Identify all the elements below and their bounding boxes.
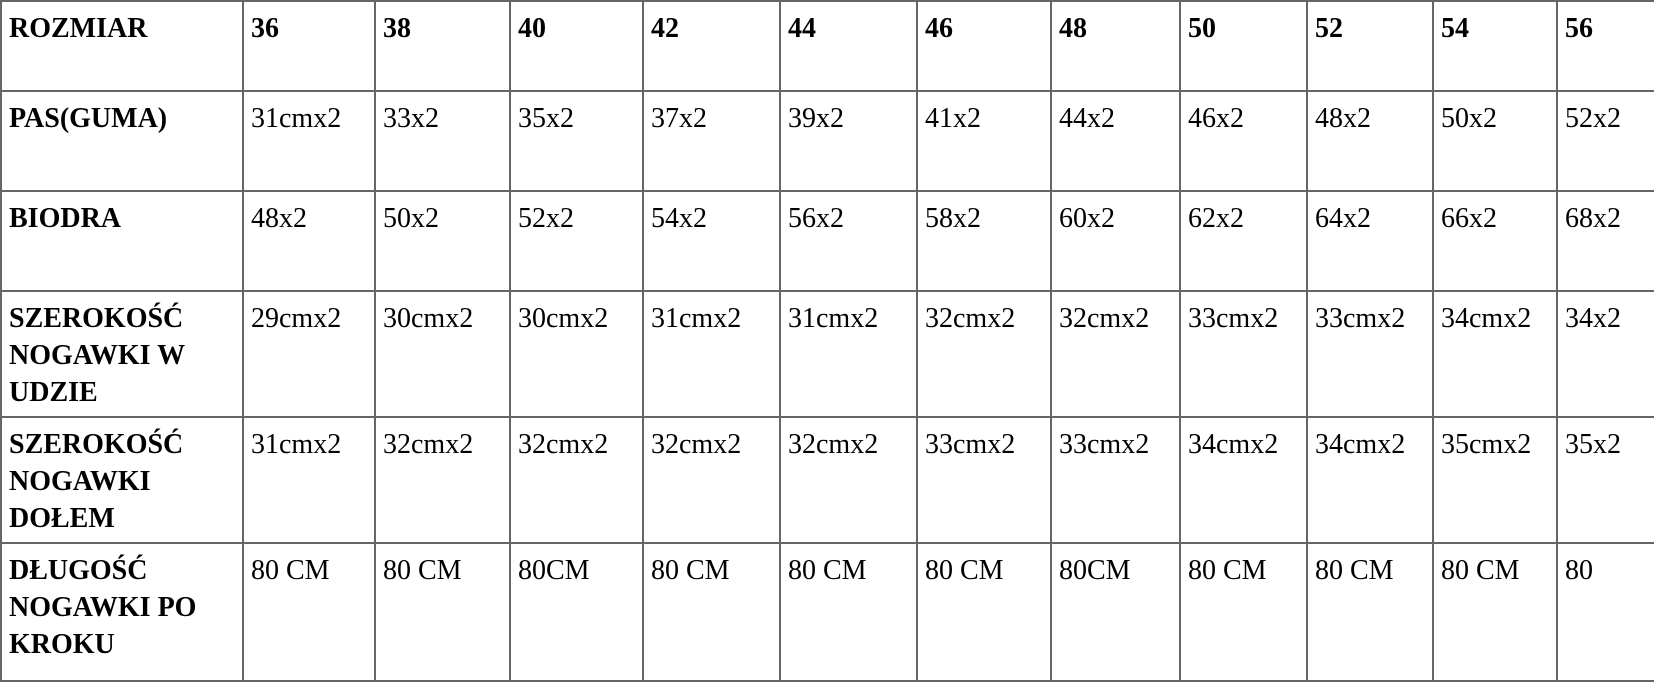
header-label: ROZMIAR xyxy=(0,0,244,92)
table-cell: 34cmx2 xyxy=(1306,416,1434,544)
table-cell: 68x2 xyxy=(1556,190,1654,292)
size-header: 38 xyxy=(374,0,511,92)
table-cell: 80 CM xyxy=(779,542,918,682)
row-label: BIODRA xyxy=(0,190,244,292)
table-cell: 32cmx2 xyxy=(916,290,1052,418)
size-header: 54 xyxy=(1432,0,1558,92)
table-cell: 31cmx2 xyxy=(242,416,376,544)
table-cell: 32cmx2 xyxy=(1050,290,1181,418)
table-cell: 31cmx2 xyxy=(779,290,918,418)
table-row: SZEROKOŚĆ NOGAWKI DOŁEM 31cmx2 32cmx2 32cmx… xyxy=(0,416,1654,544)
table-cell: 34x2 xyxy=(1556,290,1654,418)
table-cell: 64x2 xyxy=(1306,190,1434,292)
table-cell: 30cmx2 xyxy=(509,290,644,418)
table-cell: 33cmx2 xyxy=(916,416,1052,544)
table-cell: 32cmx2 xyxy=(374,416,511,544)
table-row: DŁUGOŚĆ NOGAWKI PO KROKU 80 CM 80 CM 80CM 80… xyxy=(0,542,1654,682)
table-cell: 80CM xyxy=(1050,542,1181,682)
table-row: BIODRA 48x2 50x2 52x2 54x2 56x2 58x2 60x2 62x2 64… xyxy=(0,190,1654,292)
size-header: 40 xyxy=(509,0,644,92)
table-cell: 80 xyxy=(1556,542,1654,682)
table-cell: 58x2 xyxy=(916,190,1052,292)
table-cell: 48x2 xyxy=(242,190,376,292)
table-cell: 46x2 xyxy=(1179,90,1308,192)
table-cell: 31cmx2 xyxy=(642,290,781,418)
table-cell: 41x2 xyxy=(916,90,1052,192)
table-cell: 80 CM xyxy=(1432,542,1558,682)
size-header: 42 xyxy=(642,0,781,92)
table-cell: 50x2 xyxy=(1432,90,1558,192)
table-cell: 56x2 xyxy=(779,190,918,292)
table-cell: 80 CM xyxy=(1306,542,1434,682)
table-cell: 50x2 xyxy=(374,190,511,292)
table-cell: 29cmx2 xyxy=(242,290,376,418)
size-header: 48 xyxy=(1050,0,1181,92)
table-cell: 52x2 xyxy=(1556,90,1654,192)
size-header: 56 xyxy=(1556,0,1654,92)
row-label: SZEROKOŚĆ NOGAWKI DOŁEM xyxy=(0,416,244,544)
table-cell: 32cmx2 xyxy=(509,416,644,544)
table-cell: 39x2 xyxy=(779,90,918,192)
size-header: 52 xyxy=(1306,0,1434,92)
table-cell: 80 CM xyxy=(1179,542,1308,682)
table-cell: 80 CM xyxy=(242,542,376,682)
table-cell: 54x2 xyxy=(642,190,781,292)
table-cell: 80 CM xyxy=(374,542,511,682)
table-cell: 32cmx2 xyxy=(642,416,781,544)
size-header: 36 xyxy=(242,0,376,92)
table-cell: 48x2 xyxy=(1306,90,1434,192)
table-cell: 52x2 xyxy=(509,190,644,292)
table-row: PAS(GUMA) 31cmx2 33x2 35x2 37x2 39x2 41x2 44x2 4… xyxy=(0,90,1654,192)
table-cell: 80 CM xyxy=(642,542,781,682)
table-cell: 66x2 xyxy=(1432,190,1558,292)
size-header: 46 xyxy=(916,0,1052,92)
table-cell: 33cmx2 xyxy=(1179,290,1308,418)
size-header: 44 xyxy=(779,0,918,92)
table-cell: 31cmx2 xyxy=(242,90,376,192)
table-cell: 34cmx2 xyxy=(1432,290,1558,418)
table-cell: 60x2 xyxy=(1050,190,1181,292)
table-cell: 34cmx2 xyxy=(1179,416,1308,544)
row-label: SZEROKOŚĆ NOGAWKI W UDZIE xyxy=(0,290,244,418)
table-cell: 44x2 xyxy=(1050,90,1181,192)
table-cell: 62x2 xyxy=(1179,190,1308,292)
table-cell: 80CM xyxy=(509,542,644,682)
table-cell: 35cmx2 xyxy=(1432,416,1558,544)
table-cell: 30cmx2 xyxy=(374,290,511,418)
size-header: 50 xyxy=(1179,0,1308,92)
table-cell: 35x2 xyxy=(1556,416,1654,544)
header-row: ROZMIAR 36 38 40 42 44 46 48 50 52 54 56 xyxy=(0,0,1654,92)
table-cell: 37x2 xyxy=(642,90,781,192)
table-cell: 35x2 xyxy=(509,90,644,192)
table-cell: 33x2 xyxy=(374,90,511,192)
table-cell: 33cmx2 xyxy=(1050,416,1181,544)
table-cell: 33cmx2 xyxy=(1306,290,1434,418)
row-label: PAS(GUMA) xyxy=(0,90,244,192)
row-label: DŁUGOŚĆ NOGAWKI PO KROKU xyxy=(0,542,244,682)
table-row: SZEROKOŚĆ NOGAWKI W UDZIE 29cmx2 30cmx2 30c… xyxy=(0,290,1654,418)
table-cell: 32cmx2 xyxy=(779,416,918,544)
table-cell: 80 CM xyxy=(916,542,1052,682)
